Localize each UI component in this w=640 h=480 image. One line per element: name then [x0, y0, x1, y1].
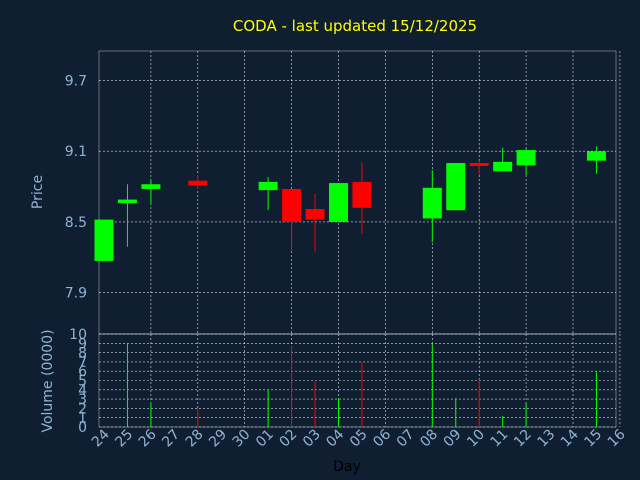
- candle-body: [117, 199, 137, 204]
- candle: [258, 177, 278, 211]
- volume-tick-label: 5: [78, 374, 87, 390]
- volume-tick-label: 1: [78, 411, 87, 427]
- volume-tick-label: 9: [78, 336, 87, 352]
- volume-tick-label: 10: [69, 327, 87, 343]
- volume-axis-label: Volume (0000): [40, 329, 56, 432]
- candle-body: [516, 150, 536, 166]
- price-y-axis: 7.9 8.5 9.1 9.7: [65, 73, 87, 301]
- price-panel: 7.9 8.5 9.1 9.7 Price: [30, 50, 621, 335]
- volume-tick-label: 7: [78, 355, 87, 371]
- candle: [329, 183, 348, 222]
- volume-tick-label: 8: [78, 346, 87, 362]
- volume-bars: [126, 343, 597, 427]
- x-axis-label: Day: [333, 459, 361, 475]
- candle: [188, 174, 208, 189]
- candle: [141, 179, 161, 204]
- price-tick-label: 7.9: [65, 286, 87, 302]
- chart-title: CODA - last updated 15/12/2025: [233, 17, 477, 35]
- candle: [516, 148, 536, 175]
- candle: [94, 219, 114, 261]
- volume-panel-frame: [98, 333, 617, 428]
- x-axis: 24 25 26 27 28 29 30 01 02 03 04 05 06 07 08 09 10 11 12 13…: [89, 426, 629, 450]
- volume-tick-label: 4: [78, 383, 87, 399]
- candle-body: [258, 181, 278, 191]
- candle: [305, 193, 325, 252]
- candle: [469, 160, 489, 175]
- candle-body: [94, 219, 114, 261]
- candle-body: [586, 151, 606, 161]
- candle-body: [305, 209, 325, 220]
- volume-tick-label: 6: [78, 364, 87, 380]
- price-tick-label: 9.1: [65, 144, 87, 160]
- candle-body: [188, 180, 208, 186]
- price-tick-label: 9.7: [65, 73, 87, 89]
- volume-tick-label: 2: [78, 401, 87, 417]
- candle: [493, 147, 513, 172]
- candle-body: [329, 183, 348, 222]
- candle: [117, 184, 137, 247]
- candle: [446, 163, 466, 211]
- volume-tick-label: 3: [78, 392, 87, 408]
- price-tick-label: 8.5: [65, 215, 87, 231]
- candle-body: [493, 161, 513, 172]
- candle-body: [141, 184, 161, 189]
- candle: [352, 163, 372, 234]
- candle-body: [422, 187, 442, 219]
- candle: [282, 188, 302, 252]
- candle-body: [352, 181, 372, 208]
- candle-body: [282, 188, 302, 222]
- candles: [94, 146, 606, 261]
- candle: [422, 170, 442, 243]
- candle: [586, 146, 606, 174]
- volume-tick-label: 0: [78, 420, 87, 436]
- candle-body: [446, 163, 466, 211]
- candle-body: [469, 163, 489, 167]
- price-axis-label: Price: [30, 175, 46, 209]
